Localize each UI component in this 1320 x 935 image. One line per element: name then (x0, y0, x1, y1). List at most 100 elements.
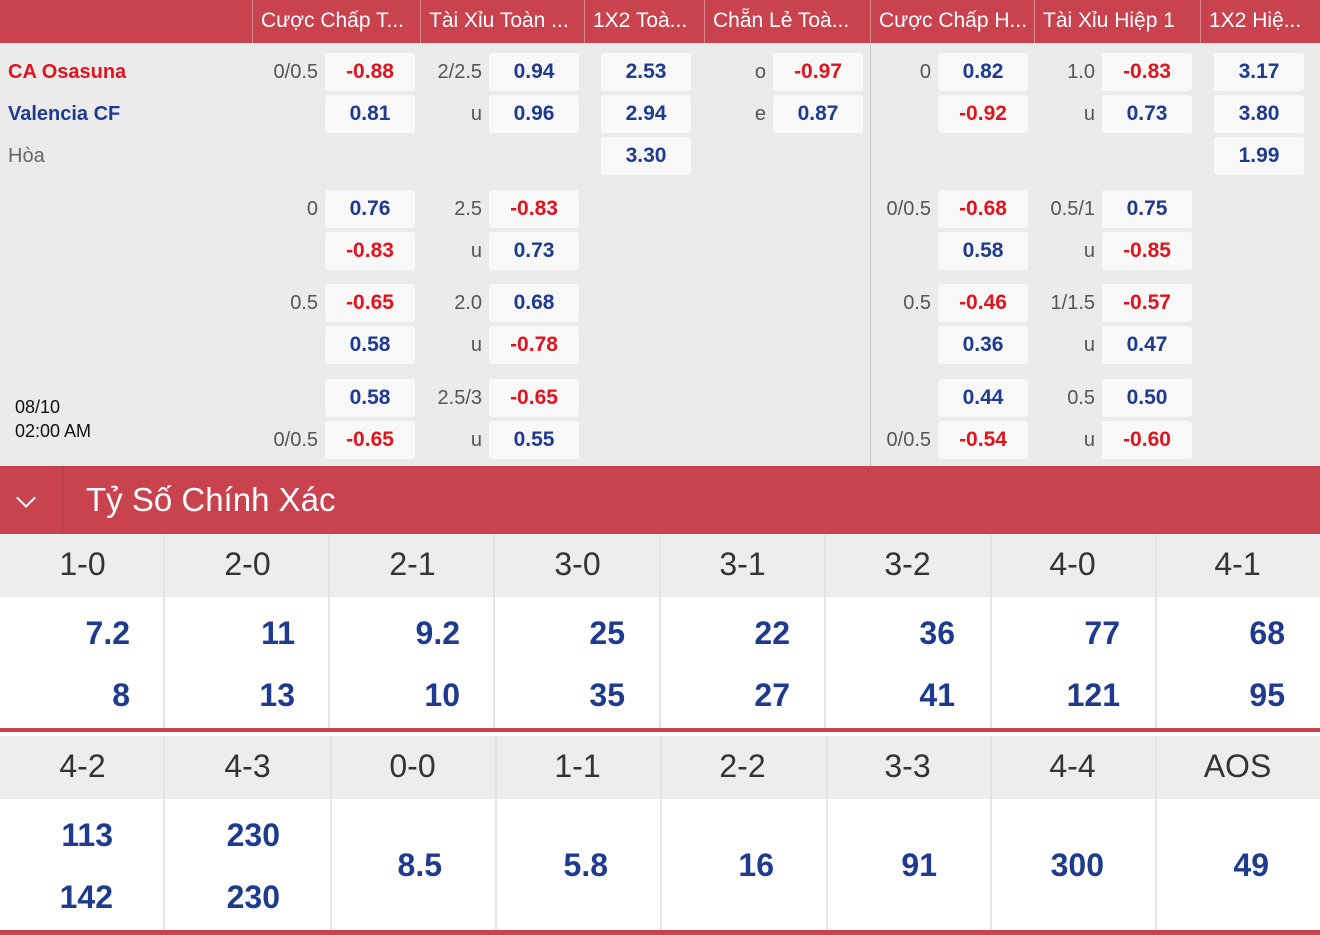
score-label: 3-1 (719, 546, 766, 582)
score-odds-away[interactable]: 121 (1066, 677, 1120, 713)
odds-cell[interactable]: 3.17 (1214, 53, 1304, 91)
score-odds-home[interactable]: 25 (589, 615, 625, 651)
score-odds-home[interactable]: 113 (61, 817, 113, 853)
odds-cell[interactable]: 0.87 (773, 95, 863, 133)
odds-cell[interactable]: -0.83 (1102, 53, 1192, 91)
chevron-down-icon[interactable] (16, 488, 36, 508)
odds-cell[interactable]: 0.82 (938, 53, 1028, 91)
score-odds-away[interactable]: 13 (259, 677, 295, 713)
handicap-line: 0 (306, 198, 318, 220)
score-odds-single[interactable]: 16 (738, 847, 774, 883)
score-odds-away[interactable]: 8 (112, 677, 130, 713)
header-over-under-half[interactable]: Tài Xỉu Hiệp 1 (1034, 0, 1200, 43)
under-label: u (1083, 103, 1095, 125)
odds-cell[interactable]: -0.83 (489, 190, 579, 228)
score-odds-single[interactable]: 49 (1233, 847, 1269, 883)
under-label: u (470, 334, 482, 356)
under-label: u (1083, 429, 1095, 451)
under-label: u (470, 429, 482, 451)
odds-cell[interactable]: 2.53 (601, 53, 691, 91)
score-odds-home[interactable]: 36 (919, 615, 955, 651)
score-odds-single[interactable]: 5.8 (563, 847, 608, 883)
score-odds-home[interactable]: 9.2 (415, 615, 460, 651)
odds-cell[interactable]: 0.73 (489, 232, 579, 270)
handicap-line: 0/0.5 (273, 429, 318, 451)
odds-cell[interactable]: -0.83 (325, 232, 415, 270)
odds-cell[interactable]: 0.81 (325, 95, 415, 133)
score-odds-away[interactable]: 230 (226, 879, 280, 915)
score-odds-single[interactable]: 91 (901, 847, 937, 883)
odds-cell[interactable]: 0.36 (938, 326, 1028, 364)
under-label: u (1083, 334, 1095, 356)
score-odds-home[interactable]: 68 (1249, 615, 1285, 651)
odds-cell[interactable]: 0.55 (489, 421, 579, 459)
column-divider (660, 736, 662, 930)
odds-cell[interactable]: 0.75 (1102, 190, 1192, 228)
score-odds-away[interactable]: 95 (1249, 677, 1285, 713)
header-handicap-full[interactable]: Cược Chấp T... (252, 0, 420, 43)
column-divider (163, 534, 165, 728)
score-odds-away[interactable]: 142 (59, 879, 113, 915)
odds-cell[interactable]: 0.73 (1102, 95, 1192, 133)
odds-cell[interactable]: 0.76 (325, 190, 415, 228)
score-odds-single[interactable]: 300 (1050, 847, 1104, 883)
score-odds-single[interactable]: 8.5 (397, 847, 442, 883)
correct-score-section-header[interactable]: Tỷ Số Chính Xác (0, 466, 1320, 534)
score-label: AOS (1203, 748, 1272, 784)
odds-cell[interactable]: -0.46 (938, 284, 1028, 322)
odds-cell[interactable]: 0.94 (489, 53, 579, 91)
odds-cell[interactable]: -0.54 (938, 421, 1028, 459)
odds-cell[interactable]: 3.30 (601, 137, 691, 175)
score-odds-home[interactable]: 22 (754, 615, 790, 651)
odds-cell[interactable]: 1.99 (1214, 137, 1304, 175)
total-line: 2/2.5 (437, 61, 482, 83)
score-odds-home[interactable]: 230 (226, 817, 280, 853)
score-label: 4-3 (224, 748, 271, 784)
row-separator (0, 728, 1320, 732)
odds-cell[interactable]: 0.58 (325, 326, 415, 364)
odds-cell[interactable]: 0.47 (1102, 326, 1192, 364)
odds-cell[interactable]: -0.57 (1102, 284, 1192, 322)
odds-cell[interactable]: -0.97 (773, 53, 863, 91)
odds-cell[interactable]: -0.65 (325, 421, 415, 459)
odds-header: Cược Chấp T... Tài Xỉu Toàn ... 1X2 Toà.… (0, 0, 1320, 43)
odds-cell[interactable]: -0.60 (1102, 421, 1192, 459)
score-odds-away[interactable]: 35 (589, 677, 625, 713)
score-label: 2-0 (224, 546, 271, 582)
header-1x2-full[interactable]: 1X2 Toà... (584, 0, 704, 43)
total-line: 2.0 (454, 292, 482, 314)
odds-cell[interactable]: -0.88 (325, 53, 415, 91)
column-divider (163, 736, 165, 930)
home-team-name[interactable]: CA Osasuna (8, 61, 127, 83)
score-label: 1-1 (554, 748, 601, 784)
odds-cell[interactable]: -0.78 (489, 326, 579, 364)
score-odds-home[interactable]: 7.2 (85, 615, 130, 651)
odds-cell[interactable]: -0.65 (325, 284, 415, 322)
score-odds-away[interactable]: 27 (754, 677, 790, 713)
header-odd-even-full[interactable]: Chẵn Lẻ Toà... (704, 0, 870, 43)
odds-cell[interactable]: 0.58 (938, 232, 1028, 270)
odds-cell[interactable]: -0.92 (938, 95, 1028, 133)
score-odds-away[interactable]: 10 (424, 677, 460, 713)
header-1x2-half[interactable]: 1X2 Hiệ... (1200, 0, 1320, 43)
header-over-under-full[interactable]: Tài Xỉu Toàn ... (420, 0, 584, 43)
score-odds-home[interactable]: 77 (1084, 615, 1120, 651)
under-label: u (470, 240, 482, 262)
odds-cell[interactable]: 2.94 (601, 95, 691, 133)
score-label: 3-2 (884, 546, 931, 582)
handicap-line: 0/0.5 (273, 61, 318, 83)
odds-cell[interactable]: 0.44 (938, 379, 1028, 417)
odds-cell[interactable]: 0.96 (489, 95, 579, 133)
score-label: 4-0 (1049, 546, 1096, 582)
odds-cell[interactable]: -0.68 (938, 190, 1028, 228)
odds-cell[interactable]: 3.80 (1214, 95, 1304, 133)
score-odds-away[interactable]: 41 (919, 677, 955, 713)
odds-cell[interactable]: 0.50 (1102, 379, 1192, 417)
odds-cell[interactable]: 0.68 (489, 284, 579, 322)
header-handicap-half[interactable]: Cược Chấp H... (870, 0, 1034, 43)
odds-cell[interactable]: -0.65 (489, 379, 579, 417)
odds-cell[interactable]: 0.58 (325, 379, 415, 417)
away-team-name[interactable]: Valencia CF (8, 103, 121, 125)
odds-cell[interactable]: -0.85 (1102, 232, 1192, 270)
score-odds-home[interactable]: 11 (261, 615, 295, 651)
